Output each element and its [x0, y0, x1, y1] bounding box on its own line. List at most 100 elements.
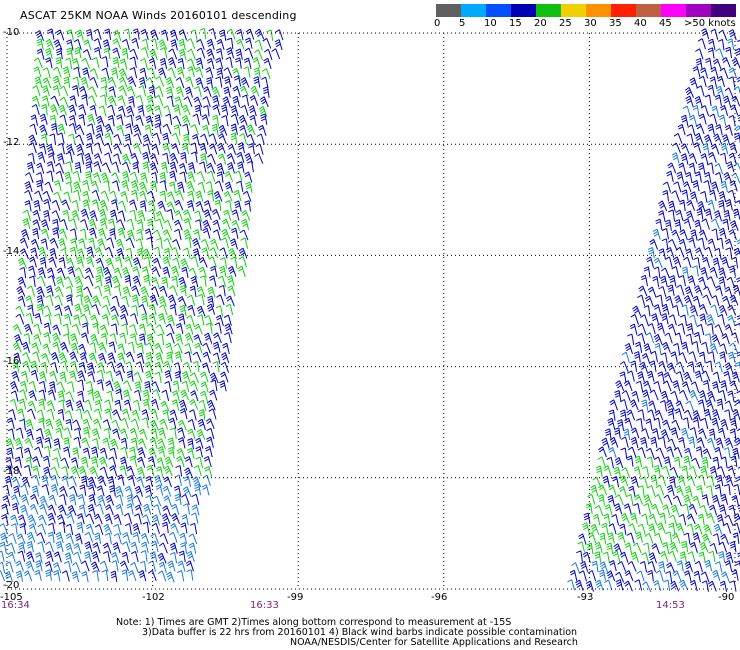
wind-barb [2, 484, 10, 497]
wind-barb [163, 360, 172, 372]
wind-barb [44, 418, 54, 430]
wind-barb [11, 370, 20, 382]
wind-barb [121, 47, 129, 60]
wind-barb [92, 542, 101, 554]
wind-barb [132, 161, 140, 174]
wind-barb [95, 133, 104, 145]
wind-barb [166, 571, 175, 583]
wind-barb [607, 417, 615, 430]
wind-barb [64, 410, 74, 422]
wind-barb [725, 46, 732, 59]
wind-barb [663, 371, 673, 383]
wind-barb [0, 561, 6, 574]
wind-barb [170, 522, 179, 534]
wind-barb [12, 342, 22, 353]
wind-barb [28, 523, 37, 535]
wind-barb [157, 446, 166, 458]
wind-barb [729, 104, 739, 116]
wind-barb [639, 361, 648, 373]
wind-barb [71, 57, 80, 70]
wind-barb [692, 417, 700, 429]
wind-barb [640, 274, 648, 287]
wind-barb [13, 485, 21, 497]
wind-barb [646, 456, 654, 468]
wind-barb [115, 503, 124, 516]
wind-barb [82, 199, 90, 211]
wind-barb [634, 494, 644, 505]
wind-barb [256, 133, 265, 145]
wind-barb [105, 504, 114, 516]
wind-barb [118, 68, 128, 80]
wind-barb [162, 409, 170, 421]
wind-barb [107, 76, 117, 88]
wind-barb [35, 30, 44, 41]
wind-barb [32, 219, 41, 231]
wind-barb [38, 389, 46, 401]
wind-barb [109, 209, 118, 221]
wind-barb [146, 237, 153, 249]
wind-barb [606, 456, 614, 469]
wind-barb [115, 370, 124, 382]
wind-barb [109, 228, 116, 240]
wind-barb [28, 256, 37, 268]
wind-barb [624, 417, 633, 429]
wind-barb [203, 455, 212, 468]
wind-barb [729, 380, 739, 392]
wind-barb [97, 475, 107, 487]
wind-barb [643, 266, 651, 278]
wind-barb [76, 513, 85, 525]
wind-barb [180, 522, 188, 534]
wind-barb [643, 305, 651, 317]
wind-barb [195, 456, 203, 468]
wind-barb [75, 400, 85, 412]
wind-barb [161, 389, 170, 402]
wind-barb [198, 161, 207, 173]
wind-barb [581, 522, 590, 534]
wind-barb [36, 532, 46, 544]
wind-barb [660, 390, 669, 402]
wind-barb [113, 267, 123, 279]
wind-barb [103, 47, 111, 60]
wind-barb [76, 521, 84, 534]
wind-barb [96, 266, 104, 278]
wind-barb [143, 256, 151, 268]
wind-barb [76, 285, 83, 297]
wind-barb [110, 323, 118, 335]
wind-barb [736, 277, 740, 283]
wind-barb [132, 257, 142, 269]
wind-barb [163, 465, 173, 477]
wind-barb [97, 352, 107, 364]
wind-barb [80, 76, 89, 89]
wind-barb [724, 124, 733, 136]
wind-barb [214, 180, 224, 192]
wind-barb [44, 314, 52, 326]
wind-barb [85, 142, 93, 155]
wind-barb [577, 541, 586, 553]
wind-barb [713, 210, 722, 222]
wind-barb [101, 314, 110, 326]
wind-barb [196, 170, 206, 182]
wind-barb [70, 342, 79, 354]
wind-barb [686, 523, 695, 535]
wind-barb [14, 437, 24, 449]
wind-barb [68, 122, 77, 135]
wind-barb [82, 304, 91, 316]
wind-barb [648, 523, 656, 535]
wind-barb [692, 65, 701, 78]
wind-barb [194, 210, 203, 222]
wind-barb [624, 342, 633, 355]
wind-barb [687, 551, 696, 563]
wind-barb [138, 85, 147, 97]
wind-barb [645, 418, 653, 430]
wind-barb [141, 541, 149, 553]
wind-barb [216, 162, 225, 175]
wind-barb [25, 418, 34, 431]
wind-barb [155, 484, 164, 496]
wind-barb [32, 465, 40, 477]
wind-barb [656, 322, 665, 334]
wind-barb [701, 494, 709, 506]
wind-barb [87, 362, 95, 374]
wind-barb [262, 37, 272, 49]
wind-barb [615, 380, 625, 391]
wind-barb [685, 333, 693, 346]
